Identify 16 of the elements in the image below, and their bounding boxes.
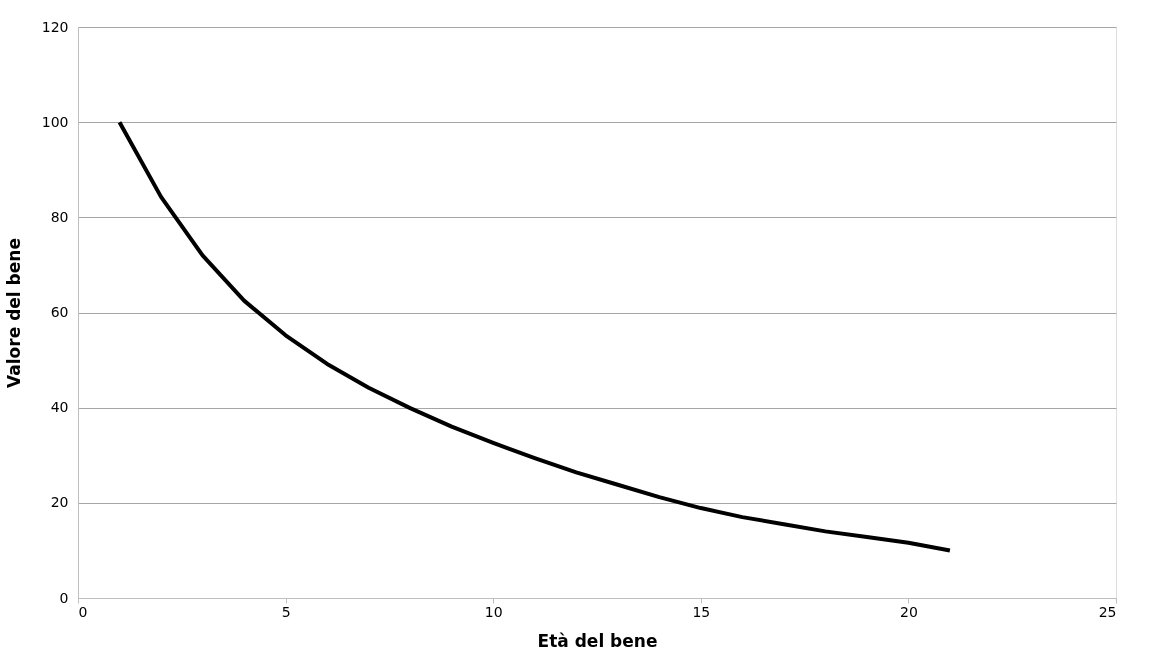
y-tick-label: 20 <box>50 494 69 511</box>
y-tick-label: 80 <box>50 208 69 225</box>
y-axis-title: Valore del bene <box>3 238 24 388</box>
x-axis-title: Età del bene <box>537 630 658 651</box>
x-tick-label: 10 <box>484 603 503 620</box>
x-tick-label: 5 <box>281 603 291 620</box>
y-tick-label: 60 <box>50 304 69 320</box>
line-series <box>117 120 952 553</box>
x-tick-label: 0 <box>78 603 88 620</box>
y-tick-label: 120 <box>41 18 69 35</box>
y-tick-label: 40 <box>50 399 69 416</box>
y-tick-label: 0 <box>59 589 69 606</box>
x-tick-label: 20 <box>899 603 918 620</box>
y-tick-label: 100 <box>41 113 69 130</box>
x-tick-label: 15 <box>692 603 711 620</box>
x-tick-label: 25 <box>1098 603 1117 620</box>
